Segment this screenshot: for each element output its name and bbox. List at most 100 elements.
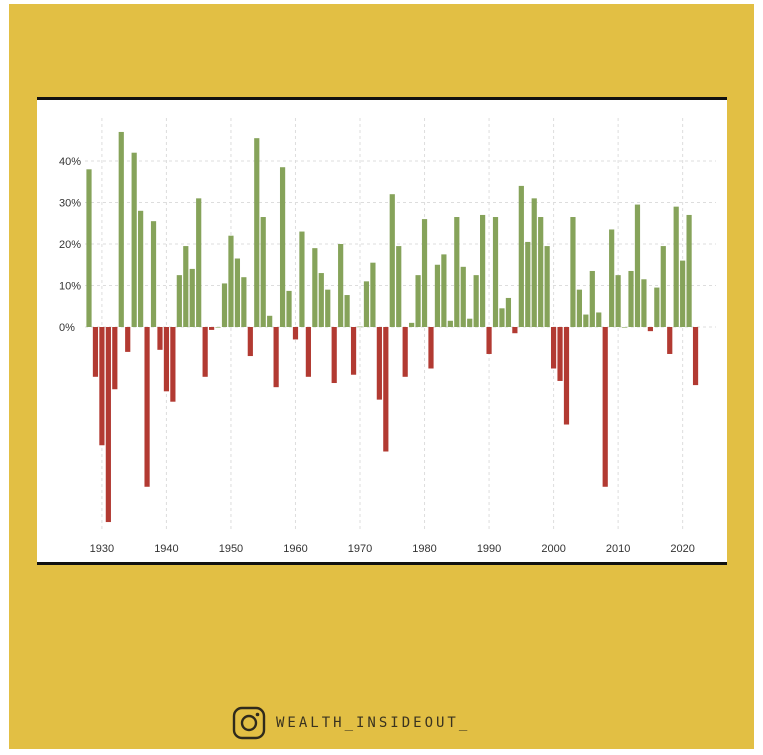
bar-2004: [576, 289, 582, 327]
bar-1959: [286, 290, 292, 327]
bar-1960: [292, 327, 299, 340]
bar-2006: [589, 270, 595, 327]
bar-1945: [196, 198, 202, 327]
bar-2019: [673, 206, 679, 327]
bar-1970: [357, 326, 363, 328]
x-tick-label: 1940: [154, 543, 178, 555]
bar-1972: [370, 262, 376, 327]
bar-1939: [157, 327, 163, 350]
bar-1951: [234, 258, 241, 327]
bar-1943: [183, 246, 189, 327]
y-tick-label: 10%: [59, 281, 81, 293]
bar-2001: [557, 327, 563, 381]
y-tick-label: 20%: [59, 239, 81, 251]
bar-2020: [680, 260, 686, 327]
y-tick-label: 40%: [59, 156, 81, 168]
bar-2003: [570, 217, 576, 327]
bar-1941: [170, 327, 176, 402]
bar-1991: [492, 217, 499, 327]
bar-1935: [131, 152, 137, 327]
bar-1992: [499, 308, 505, 327]
bar-1962: [305, 327, 311, 377]
bar-1944: [189, 268, 195, 327]
bar-1947: [209, 327, 215, 330]
bar-2000: [550, 327, 557, 369]
bar-2008: [602, 327, 608, 487]
bar-2018: [667, 327, 673, 354]
bar-2015: [647, 327, 653, 332]
bar-1990: [486, 327, 492, 354]
bar-1975: [389, 194, 395, 327]
x-tick-label: 1930: [90, 543, 114, 555]
bar-1997: [531, 198, 537, 327]
bar-1958: [279, 167, 286, 327]
bar-1964: [318, 273, 324, 327]
bar-1966: [331, 327, 337, 384]
bar-2012: [628, 270, 634, 327]
bar-1949: [221, 283, 228, 327]
bar-1976: [396, 246, 402, 327]
bar-1968: [344, 295, 350, 327]
bar-1989: [480, 214, 486, 327]
bar-1950: [228, 235, 234, 327]
bar-1930: [99, 327, 105, 446]
bar-1932: [112, 327, 118, 390]
bar-2013: [634, 204, 641, 327]
bar-2010: [615, 275, 621, 328]
bar-1969: [350, 327, 357, 375]
bar-1946: [202, 327, 208, 377]
x-tick-label: 2020: [670, 543, 694, 555]
bar-1967: [338, 244, 344, 327]
bar-1980: [421, 219, 428, 327]
bar-chart: 0% 10% 20% 30% 40% 1930 1940 1950 1960 1970 1980 19…: [59, 118, 716, 555]
bar-2016: [654, 287, 660, 327]
bar-1998: [538, 217, 544, 327]
x-tick-label: 1980: [412, 543, 436, 555]
y-tick-label: 0%: [59, 322, 75, 334]
bar-1940: [163, 327, 170, 392]
bar-2022: [692, 327, 699, 386]
bar-1971: [363, 281, 370, 327]
x-tick-label: 2010: [606, 543, 630, 555]
bar-1948: [215, 327, 221, 328]
bar-2007: [596, 312, 602, 327]
bar-2017: [660, 246, 666, 327]
chart-panel: 0% 10% 20% 30% 40% 1930 1940 1950 1960 1970 1980 19…: [37, 97, 727, 565]
bar-1931: [105, 327, 111, 523]
bar-2011: [621, 327, 628, 328]
bar-1973: [376, 327, 382, 400]
instagram-handle: WEALTH_INSIDEOUT_: [276, 715, 471, 731]
x-tick-label: 1950: [219, 543, 243, 555]
bar-1952: [241, 277, 247, 327]
bar-1929: [92, 327, 99, 377]
y-tick-label: 30%: [59, 198, 81, 210]
x-tick-label: 1970: [348, 543, 372, 555]
bar-1977: [402, 327, 408, 377]
x-tick-label: 1960: [283, 543, 307, 555]
bar-1938: [150, 221, 157, 327]
bar-1995: [518, 185, 524, 327]
bar-1933: [118, 131, 124, 327]
bar-1954: [254, 138, 260, 327]
bar-1994: [512, 327, 518, 334]
bar-2014: [641, 279, 647, 327]
bar-1986: [460, 266, 466, 327]
bar-1983: [441, 254, 447, 328]
bar-1974: [383, 327, 389, 452]
bar-1963: [312, 248, 318, 327]
bar-1979: [415, 275, 421, 328]
x-tick-label: 1990: [477, 543, 501, 555]
instagram-icon: [232, 706, 266, 740]
bar-1956: [267, 315, 273, 327]
bar-2002: [563, 327, 570, 425]
bar-1953: [247, 327, 253, 357]
bar-1987: [467, 318, 473, 327]
bar-1996: [525, 241, 531, 327]
x-tick-label: 2000: [541, 543, 565, 555]
bar-1981: [428, 327, 434, 369]
bar-1942: [176, 275, 182, 328]
bar-1937: [144, 327, 150, 487]
bar-1965: [325, 289, 331, 327]
bar-2009: [609, 229, 615, 327]
bar-1988: [473, 275, 479, 328]
